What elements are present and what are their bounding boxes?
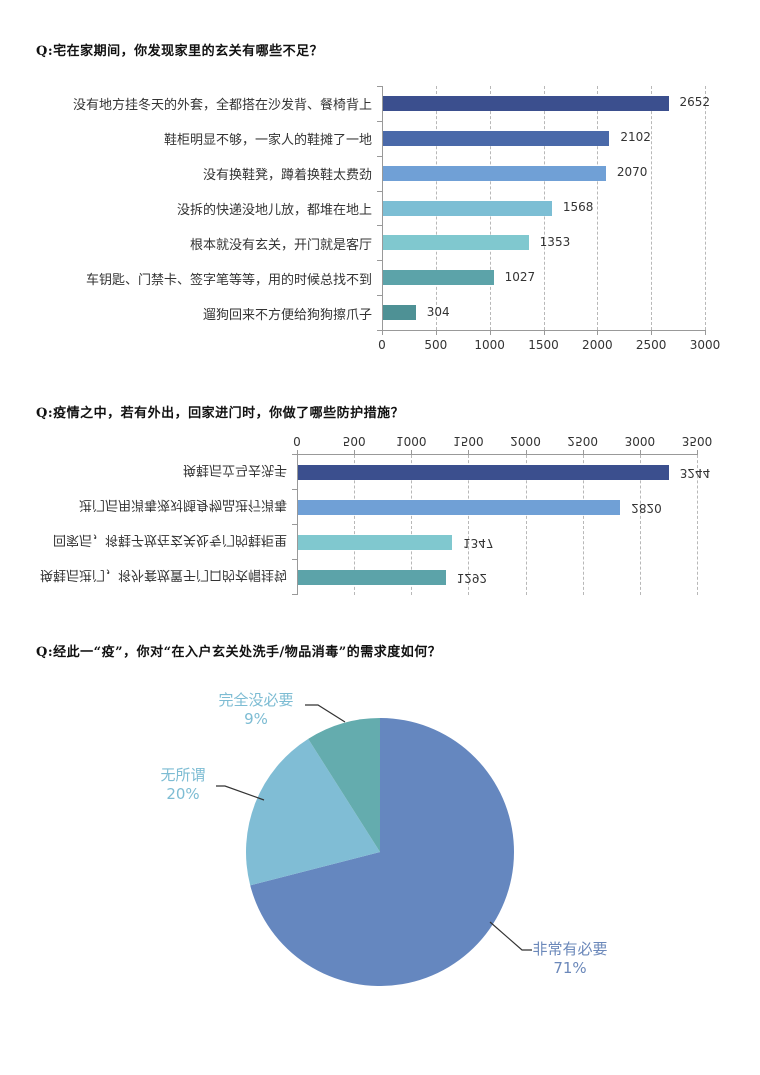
x-tick-label: 2000 — [582, 338, 613, 352]
question-1-title: Q:宅在家期间，你发现家里的玄关有哪些不足？ — [36, 44, 324, 59]
leader-line — [216, 785, 265, 801]
leader-line — [305, 704, 346, 723]
category-label: 车钥匙、门禁卡、签字笔等等，用的时候总找不到 — [85, 272, 372, 288]
bar — [383, 200, 552, 216]
gridline — [597, 86, 599, 330]
y-tick — [377, 225, 382, 227]
bar — [383, 165, 606, 181]
bar-value-label: 1353 — [539, 234, 571, 249]
x-tick — [651, 330, 653, 335]
question-3-title: Q:经此一“疫”，你对“在入户玄关处洗手/物品消毒”的需求度如何？ — [36, 645, 442, 660]
pie-slice-very-necessary — [250, 718, 515, 987]
x-tick-label: 500 — [424, 338, 448, 352]
bar-value-label: 2070 — [616, 165, 648, 180]
bar-value-label: 2652 — [679, 95, 711, 110]
x-tick-label: 2500 — [635, 338, 667, 352]
category-label: 没有换鞋凳，蹲着换鞋太费劲 — [202, 168, 372, 184]
question-2-title: Q:疫情之中，若有外出，回家进门时，你做了哪些防护措施？ — [36, 406, 405, 421]
bar — [383, 130, 610, 146]
leader-line — [489, 921, 532, 951]
category-label: 没拆的快递没地儿放，都堆在地上 — [176, 203, 372, 218]
bar — [383, 235, 529, 251]
x-tick-label: 3000 — [689, 338, 721, 352]
category-label: 遛狗回来不方便给狗狗擦爪子 — [202, 307, 372, 323]
bar-chart-entry-shortcomings: 没有地方挂冬天的外套，全都搭在沙发背、餐椅背上鞋柜明显不够，一家人的鞋摊了一地没… — [0, 80, 760, 370]
bar — [383, 305, 416, 321]
bar-value-label: 1568 — [562, 200, 594, 214]
y-axis-line — [382, 86, 383, 330]
x-tick — [382, 330, 383, 335]
bar-value-label: 1027 — [504, 269, 536, 284]
y-tick — [377, 120, 382, 122]
gridline — [651, 86, 653, 330]
gridline — [705, 86, 706, 330]
x-tick — [597, 330, 599, 335]
y-tick — [377, 155, 382, 157]
pie-label-value: 20% — [166, 785, 200, 803]
pie-label-name: 非常有必要 — [532, 940, 608, 958]
bar-value-label: 2102 — [620, 130, 651, 145]
pie-slice-not-necessary — [308, 718, 380, 852]
y-tick — [377, 330, 382, 331]
x-tick-label: 0 — [378, 338, 386, 352]
x-tick — [705, 330, 706, 335]
pie-label-value: 71% — [553, 959, 587, 977]
x-tick-label: 1500 — [528, 338, 559, 352]
category-label: 鞋柜明显不够，一家人的鞋摊了一地 — [163, 133, 372, 149]
x-tick — [435, 330, 437, 335]
pie-slice-indifferent — [246, 738, 380, 886]
pie-label-very-necessary: 非常有必要 71% — [530, 940, 610, 978]
x-tick — [543, 330, 545, 335]
category-label: 根本就没有玄关，开门就是客厅 — [189, 237, 372, 253]
bar — [383, 95, 669, 111]
category-label: 没有地方挂冬天的外套，全都搭在沙发背、餐椅背上 — [72, 98, 372, 114]
pie-label-name: 无所谓 — [160, 766, 206, 784]
y-tick — [377, 260, 382, 262]
pie-label-indifferent: 无所谓 20% — [150, 766, 216, 804]
pie-label-not-necessary: 完全没必要 9% — [208, 691, 304, 729]
pie-label-value: 9% — [244, 710, 268, 728]
y-tick — [377, 295, 382, 297]
y-tick — [377, 190, 382, 192]
y-tick — [377, 86, 382, 87]
pie-label-name: 完全没必要 — [218, 691, 294, 709]
x-tick-label: 1000 — [474, 338, 505, 352]
x-tick — [489, 330, 491, 335]
x-axis-line — [382, 330, 705, 331]
bar-value-label: 304 — [426, 304, 450, 319]
bar — [383, 270, 494, 286]
